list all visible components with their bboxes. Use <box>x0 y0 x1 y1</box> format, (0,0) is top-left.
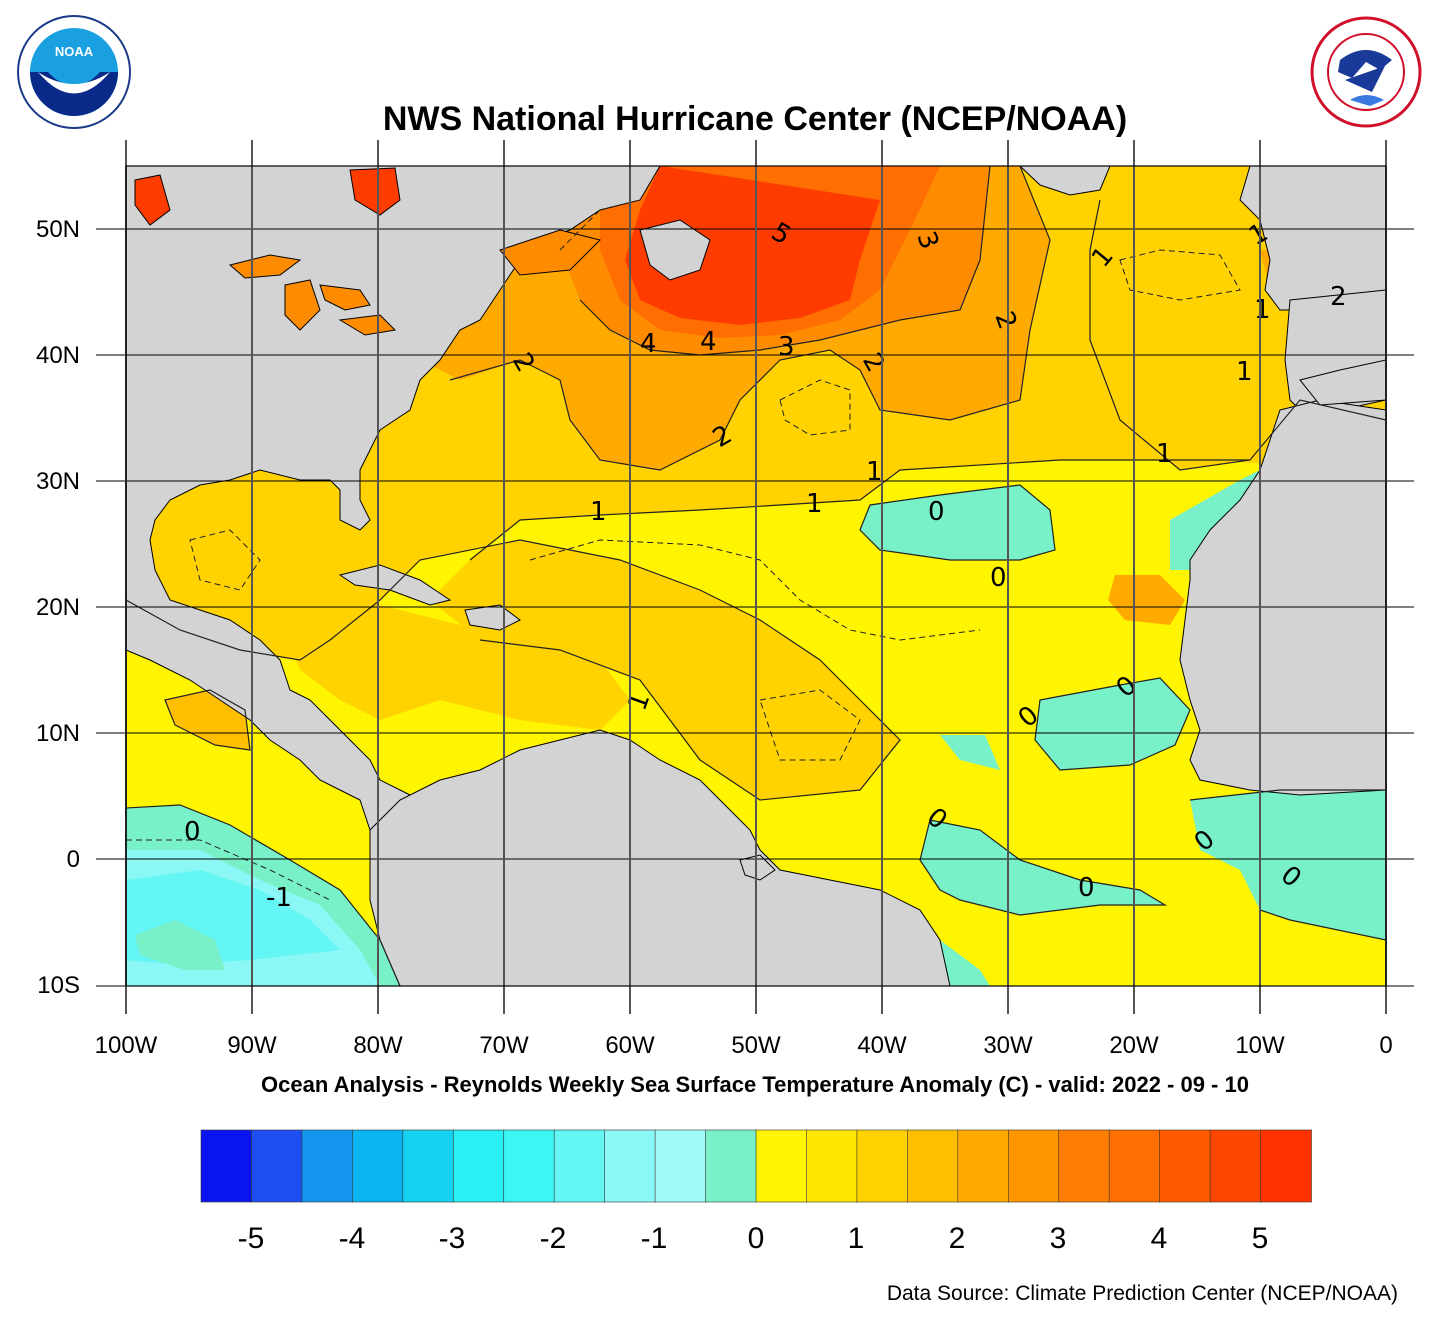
anomaly-caribbean <box>280 600 630 730</box>
colorbar-swatch <box>806 1129 858 1203</box>
contour-label: 0 <box>184 817 201 847</box>
noaa-logo-text: NOAA <box>55 44 94 59</box>
colorbar-swatch <box>503 1129 555 1203</box>
contours <box>126 166 1386 986</box>
colorbar-label: -5 <box>237 1222 265 1255</box>
lon-label: 70W <box>479 1032 529 1059</box>
contour-label: 1 <box>1156 439 1173 469</box>
colorbar-swatch <box>1007 1129 1060 1203</box>
contour-label: 3 <box>778 332 795 362</box>
anomaly-zero-patch-1 <box>860 485 1055 560</box>
nws-logo <box>1310 16 1422 128</box>
anomaly-zero-patch-2 <box>1035 678 1190 770</box>
map-frame <box>125 165 1387 987</box>
lat-label: 40N <box>35 342 80 369</box>
lon-label: 80W <box>353 1032 403 1059</box>
colorbar <box>200 1129 1312 1203</box>
colorbar-label: 0 <box>747 1222 765 1255</box>
map-subtitle: Ocean Analysis - Reynolds Weekly Sea Sur… <box>261 1072 1249 1097</box>
colorbar-swatch <box>553 1129 606 1203</box>
contour-label: 1 <box>1254 295 1271 325</box>
lon-label: 10W <box>1235 1032 1285 1059</box>
noaa-logo: NOAA <box>17 15 131 129</box>
colorbar-swatch <box>352 1129 404 1203</box>
lat-label: 10N <box>35 720 80 747</box>
lat-label: 50N <box>35 216 80 243</box>
colorbar-label: 5 <box>1251 1222 1269 1255</box>
anomaly-zero-patch-6 <box>940 940 990 986</box>
colorbar-swatch <box>755 1129 808 1203</box>
colorbar-label: -1 <box>640 1222 668 1255</box>
colorbar-swatch <box>1058 1129 1110 1203</box>
colorbar-swatch <box>654 1129 707 1203</box>
contour-label: 0 <box>928 497 945 527</box>
colorbar-swatch <box>452 1129 505 1203</box>
colorbar-swatch <box>957 1129 1010 1203</box>
contour-label: 1 <box>866 457 883 487</box>
colorbar-swatch <box>251 1129 303 1203</box>
colorbar-label: -3 <box>438 1222 466 1255</box>
contour-label: -1 <box>266 883 292 913</box>
colorbar-label: 3 <box>1049 1222 1067 1255</box>
lat-label: 20N <box>35 594 80 621</box>
lat-label: 0 <box>66 846 80 873</box>
lat-label: 10S <box>37 972 80 999</box>
lon-label: 30W <box>983 1032 1033 1059</box>
contour-label: 1 <box>806 489 823 519</box>
colorbar-swatch <box>907 1129 959 1203</box>
contour-label: 2 <box>1330 282 1347 312</box>
colorbar-label: 2 <box>948 1222 966 1255</box>
lon-label: 60W <box>605 1032 655 1059</box>
colorbar-swatch <box>604 1129 656 1203</box>
colorbar-swatch <box>856 1129 909 1203</box>
contour-label: 1 <box>590 497 607 527</box>
lon-label: 20W <box>1109 1032 1159 1059</box>
colorbar-swatch <box>1209 1129 1262 1203</box>
colorbar-swatch <box>705 1129 757 1203</box>
colorbar-label: -4 <box>338 1222 366 1255</box>
anomaly-gulf <box>160 490 340 610</box>
lat-label: 30N <box>35 468 80 495</box>
great-lakes <box>134 167 601 336</box>
data-source: Data Source: Climate Prediction Center (… <box>886 1282 1398 1305</box>
colorbar-swatch <box>1108 1129 1161 1203</box>
colorbar-swatch <box>301 1129 354 1203</box>
colorbar-swatch <box>1159 1129 1211 1203</box>
contour-label: 0 <box>1078 873 1095 903</box>
colorbar-swatch <box>200 1129 253 1203</box>
page-title: NWS National Hurricane Center (NCEP/NOAA… <box>382 100 1128 138</box>
anomaly-zero-patch-3 <box>940 735 1000 770</box>
lon-label: 0 <box>1379 1032 1393 1059</box>
colorbar-label: 4 <box>1150 1222 1168 1255</box>
lon-label: 40W <box>857 1032 907 1059</box>
colorbar-label: 1 <box>847 1222 865 1255</box>
anomaly-zero-patch-5 <box>1190 790 1386 940</box>
anomaly-pacific-zero-island <box>135 920 225 970</box>
contour-label: 4 <box>640 329 657 359</box>
land <box>126 166 1386 986</box>
contour-label: 4 <box>700 327 717 357</box>
lon-label: 100W <box>94 1032 158 1059</box>
anomaly-band-2c <box>1108 575 1185 625</box>
lon-label: 50W <box>731 1032 781 1059</box>
anomaly-zero-patch-7 <box>1170 470 1260 570</box>
colorbar-label: -2 <box>539 1222 567 1255</box>
colorbar-swatch <box>402 1129 455 1203</box>
contours-dashed <box>126 199 1241 901</box>
anomaly-core-5 <box>625 166 880 325</box>
contour-label: 1 <box>1236 357 1253 387</box>
lon-label: 90W <box>227 1032 277 1059</box>
contour-label: 0 <box>990 563 1007 593</box>
colorbar-swatch <box>1260 1129 1312 1203</box>
